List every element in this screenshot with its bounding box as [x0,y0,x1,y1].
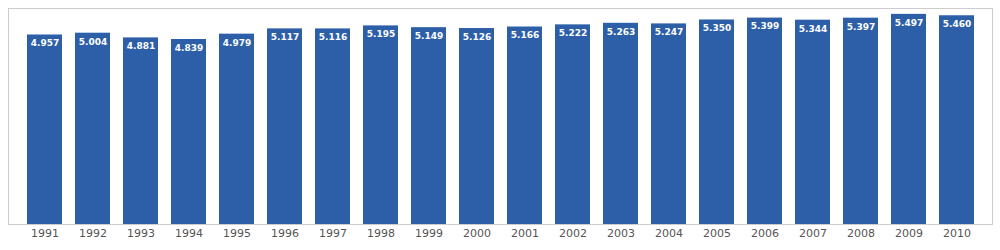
svg-text:2005: 2005 [703,227,731,240]
svg-text:5.460: 5.460 [943,19,971,29]
svg-text:2007: 2007 [799,227,827,240]
svg-text:5.397: 5.397 [847,22,875,32]
svg-text:5.004: 5.004 [79,37,107,47]
svg-text:1993: 1993 [127,227,155,240]
svg-text:1992: 1992 [79,227,107,240]
svg-text:2004: 2004 [655,227,683,240]
svg-text:5.263: 5.263 [607,27,635,37]
svg-text:5.149: 5.149 [415,31,443,41]
svg-text:5.195: 5.195 [367,29,395,39]
svg-text:1996: 1996 [271,227,299,240]
svg-text:2010: 2010 [943,227,971,240]
svg-text:2006: 2006 [751,227,779,240]
svg-text:1997: 1997 [319,227,347,240]
svg-text:2003: 2003 [607,227,635,240]
svg-text:1999: 1999 [415,227,443,240]
svg-text:1991: 1991 [31,227,59,240]
svg-text:1995: 1995 [223,227,251,240]
svg-text:4.979: 4.979 [223,38,251,48]
svg-text:2002: 2002 [559,227,587,240]
svg-text:4.881: 4.881 [127,41,155,51]
svg-text:5.117: 5.117 [271,32,299,42]
svg-text:1994: 1994 [175,227,203,240]
svg-text:5.247: 5.247 [655,27,683,37]
svg-text:4.839: 4.839 [175,43,203,53]
svg-text:2008: 2008 [847,227,875,240]
svg-text:5.222: 5.222 [559,28,587,38]
svg-text:2000: 2000 [463,227,491,240]
svg-text:4.957: 4.957 [31,38,59,48]
svg-text:5.116: 5.116 [319,32,347,42]
svg-text:5.126: 5.126 [463,32,491,42]
svg-text:2009: 2009 [895,227,923,240]
svg-text:5.350: 5.350 [703,23,731,33]
svg-text:5.497: 5.497 [895,18,923,28]
svg-text:1998: 1998 [367,227,395,240]
svg-text:5.344: 5.344 [799,24,827,34]
svg-text:2001: 2001 [511,227,539,240]
svg-text:5.399: 5.399 [751,21,779,31]
svg-text:5.166: 5.166 [511,30,539,40]
